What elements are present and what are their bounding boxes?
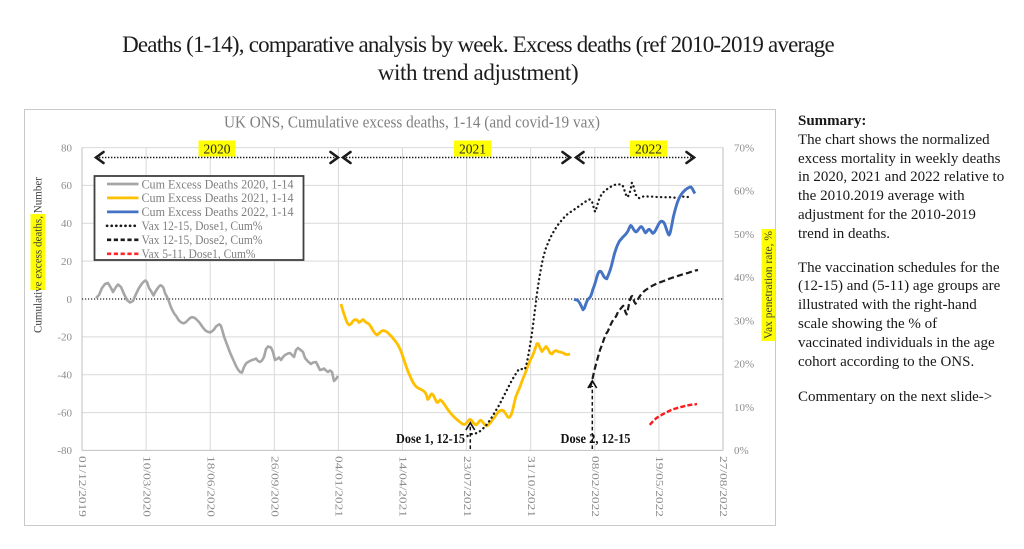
svg-text:Vax penetration rate, %: Vax penetration rate, % xyxy=(763,231,775,339)
svg-text:Cum Excess Deaths 2022, 1-14: Cum Excess Deaths 2022, 1-14 xyxy=(142,204,294,219)
svg-text:Vax 12-15, Dose1, Cum%: Vax 12-15, Dose1, Cum% xyxy=(142,218,263,233)
svg-text:Cum Excess Deaths 2021, 1-14: Cum Excess Deaths 2021, 1-14 xyxy=(142,190,294,205)
svg-text:20%: 20% xyxy=(734,359,754,371)
svg-text:2020: 2020 xyxy=(204,142,231,157)
svg-text:30%: 30% xyxy=(734,315,754,327)
svg-text:0%: 0% xyxy=(734,445,749,457)
svg-text:40: 40 xyxy=(61,218,73,230)
svg-text:Vax 5-11, Dose1, Cum%: Vax 5-11, Dose1, Cum% xyxy=(142,246,256,261)
svg-text:19/05/2022: 19/05/2022 xyxy=(653,456,665,517)
svg-text:04/01/2021: 04/01/2021 xyxy=(333,456,345,517)
svg-text:Vax 12-15, Dose2, Cum%: Vax 12-15, Dose2, Cum% xyxy=(142,232,263,247)
svg-text:-20: -20 xyxy=(57,332,72,344)
svg-text:-60: -60 xyxy=(57,407,72,419)
svg-text:40%: 40% xyxy=(734,272,754,284)
svg-text:26/09/2020: 26/09/2020 xyxy=(269,456,281,518)
svg-text:60: 60 xyxy=(61,180,73,192)
svg-text:20: 20 xyxy=(61,256,73,268)
svg-text:27/08/2022: 27/08/2022 xyxy=(717,456,729,517)
svg-text:-80: -80 xyxy=(57,445,72,457)
svg-text:60%: 60% xyxy=(734,186,754,198)
svg-text:2022: 2022 xyxy=(635,142,662,157)
svg-text:2021: 2021 xyxy=(459,142,486,157)
svg-text:Dose 1, 12-15: Dose 1, 12-15 xyxy=(396,431,465,446)
svg-text:18/06/2020: 18/06/2020 xyxy=(204,456,216,518)
svg-text:01/12/2019: 01/12/2019 xyxy=(76,456,88,518)
svg-text:50%: 50% xyxy=(734,229,754,241)
svg-text:80: 80 xyxy=(61,142,73,154)
svg-text:70%: 70% xyxy=(734,142,754,154)
svg-text:10%: 10% xyxy=(734,402,754,414)
svg-text:23/07/2021: 23/07/2021 xyxy=(461,456,473,517)
svg-text:Cum Excess Deaths 2020, 1-14: Cum Excess Deaths 2020, 1-14 xyxy=(142,176,294,191)
svg-text:10/03/2020: 10/03/2020 xyxy=(140,456,152,518)
svg-text:08/02/2022: 08/02/2022 xyxy=(589,456,601,517)
svg-text:UK ONS, Cumulative excess deat: UK ONS, Cumulative excess deaths, 1-14 (… xyxy=(224,113,600,132)
svg-text:Dose 2, 12-15: Dose 2, 12-15 xyxy=(561,431,631,446)
svg-text:-40: -40 xyxy=(57,370,72,382)
svg-text:31/10/2021: 31/10/2021 xyxy=(525,456,537,517)
svg-text:0: 0 xyxy=(67,294,73,306)
svg-text:14/04/2021: 14/04/2021 xyxy=(397,456,409,517)
svg-text:Cumulative excess deaths, Numb: Cumulative excess deaths, Number xyxy=(33,177,45,333)
